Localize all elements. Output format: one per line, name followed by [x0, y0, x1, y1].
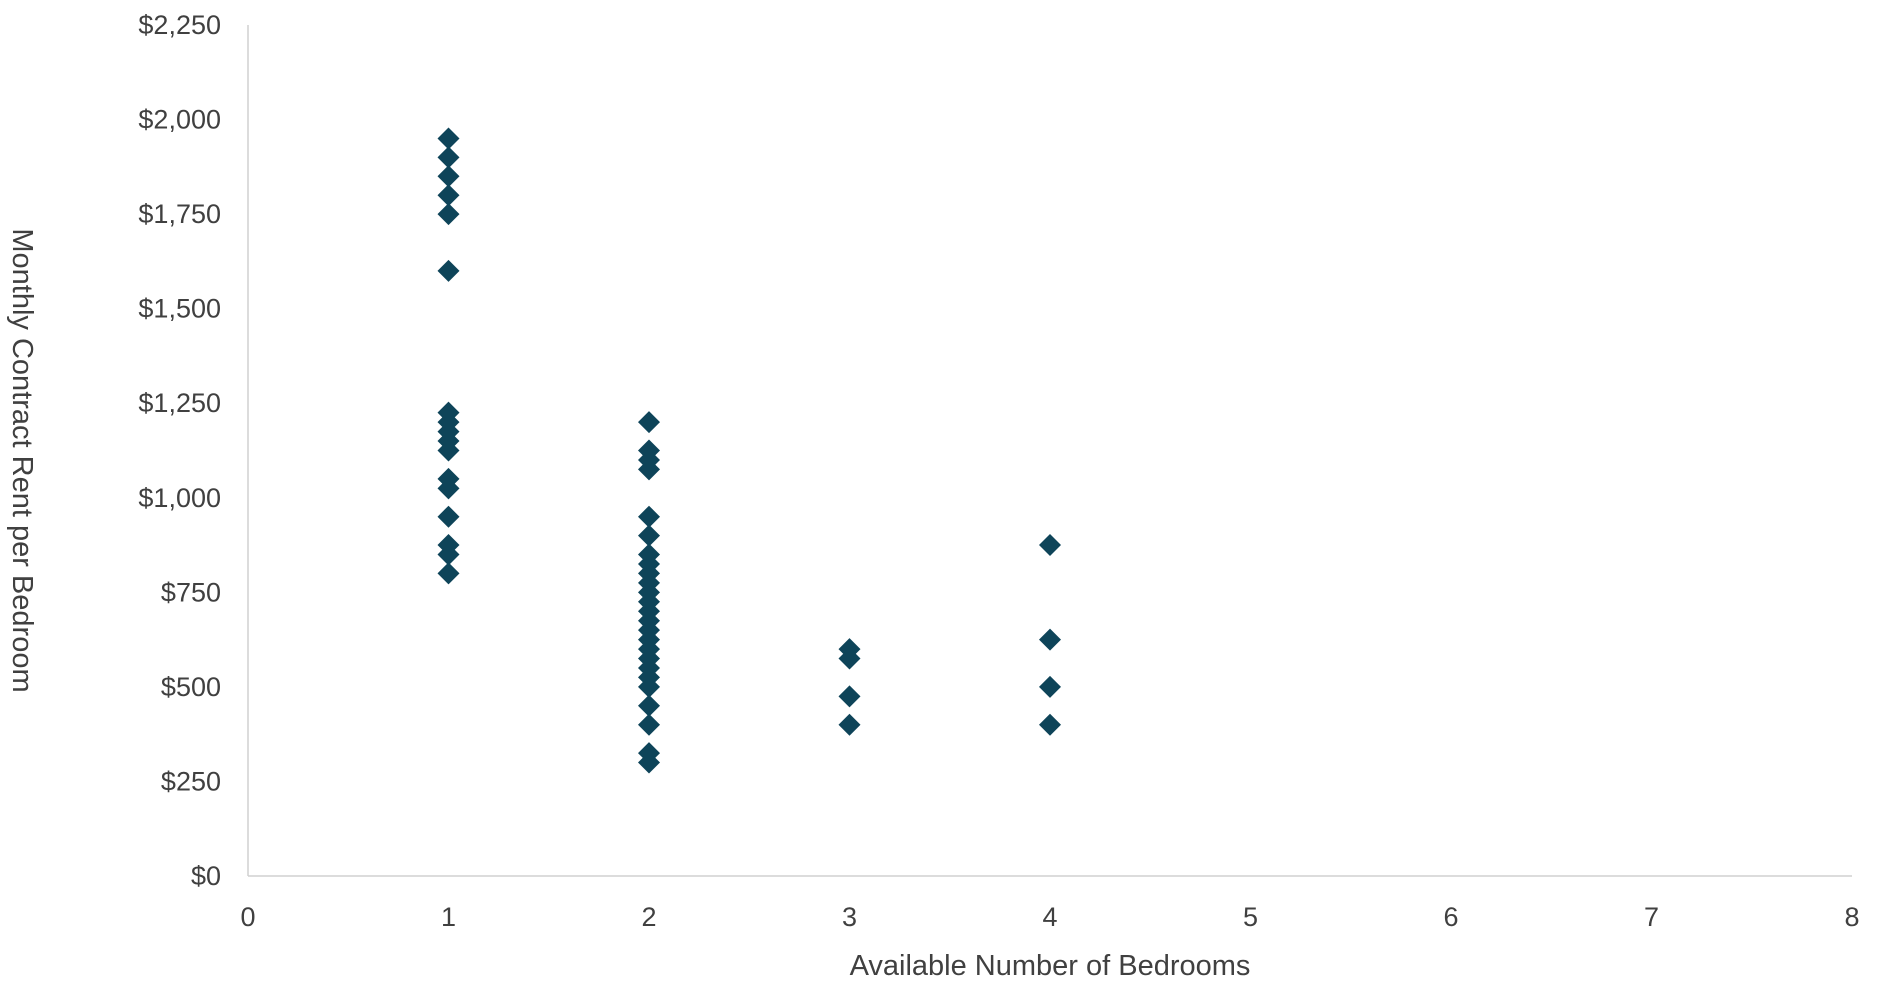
x-tick-label: 6 [1443, 902, 1458, 932]
data-point [437, 165, 460, 188]
x-tick-label: 0 [240, 902, 255, 932]
y-tick-label: $750 [161, 577, 221, 607]
data-point [437, 127, 460, 150]
data-point [1039, 628, 1061, 651]
data-points [437, 127, 1061, 774]
data-point [437, 146, 460, 169]
x-tick-label: 8 [1844, 902, 1859, 932]
y-tick-label: $250 [161, 766, 221, 796]
x-tick-label: 5 [1243, 902, 1258, 932]
data-point [437, 184, 460, 207]
y-tick-label: $2,000 [138, 105, 221, 135]
y-tick-label: $1,000 [138, 483, 221, 513]
data-point [1039, 713, 1061, 736]
data-point [638, 694, 660, 717]
y-tick-label: $2,250 [138, 10, 221, 40]
data-point [437, 543, 460, 566]
y-tick-label: $1,500 [138, 294, 221, 324]
x-axis-title: Available Number of Bedrooms [850, 950, 1251, 982]
data-point [437, 562, 460, 585]
x-tick-label: 2 [641, 902, 656, 932]
x-tick-label: 3 [842, 902, 857, 932]
data-point [638, 713, 660, 736]
data-point [437, 505, 460, 528]
data-point [1039, 534, 1061, 557]
y-axis-title: Monthly Contract Rent per Bedroom [6, 228, 38, 692]
x-tick-label: 1 [441, 902, 456, 932]
x-tick-label: 4 [1042, 902, 1057, 932]
axes [247, 25, 1852, 877]
x-tick-labels: 0 1 2 3 4 5 6 7 8 [240, 902, 1859, 932]
data-point [437, 203, 460, 226]
data-point [437, 439, 460, 462]
data-point [437, 259, 460, 282]
data-point [638, 675, 660, 698]
y-tick-label: $1,250 [138, 388, 221, 418]
data-point [838, 713, 861, 736]
y-tick-label: $1,750 [138, 199, 221, 229]
data-point [638, 751, 660, 774]
data-point [638, 411, 660, 434]
x-tick-label: 7 [1644, 902, 1659, 932]
data-point [638, 458, 660, 481]
data-point [437, 477, 460, 500]
y-tick-labels: $0 $250 $500 $750 $1,000 $1,250 $1,500 $1,750 $2… [138, 10, 221, 891]
y-tick-label: $0 [191, 861, 221, 891]
data-point [838, 647, 861, 670]
data-point [838, 685, 861, 708]
data-point [638, 505, 660, 528]
data-point [1039, 675, 1061, 698]
y-tick-label: $500 [161, 672, 221, 702]
data-point [638, 524, 660, 547]
